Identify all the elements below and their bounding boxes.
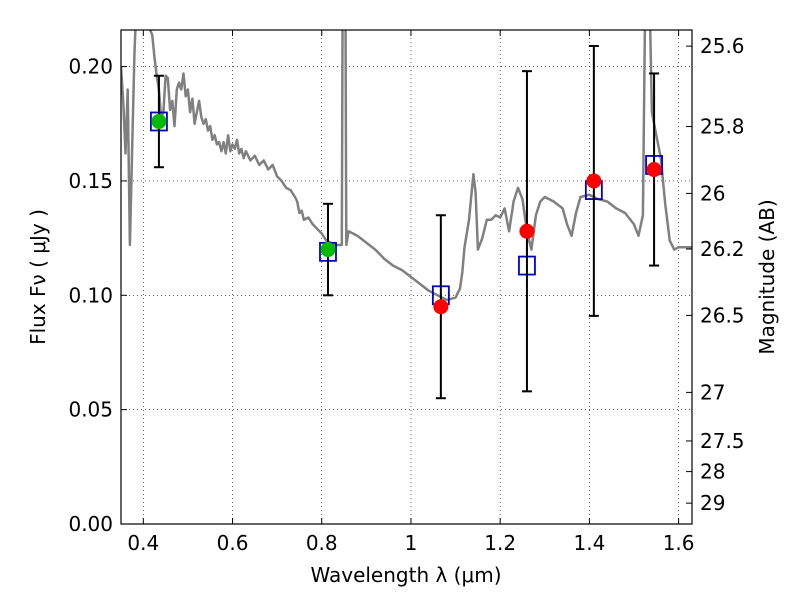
mag-tick-label: 29 (700, 491, 725, 515)
x-tick-label: 0.6 (217, 531, 249, 555)
mag-tick-label: 27.5 (700, 429, 745, 453)
grid-lines (121, 30, 692, 525)
mag-tick-label: 26.2 (700, 237, 745, 261)
y-tick-label: 0.05 (68, 398, 113, 422)
x-tick-label: 1.4 (573, 531, 605, 555)
mag-tick-label: 26 (700, 181, 725, 205)
plot-area (121, 30, 692, 400)
observed-point (646, 162, 662, 178)
y-tick-label: 0.15 (68, 169, 113, 193)
mag-tick-label: 25.6 (700, 34, 745, 58)
x-tick-label: 1.2 (484, 531, 516, 555)
mag-tick-label: 26.5 (700, 303, 745, 327)
y-axis-right-label: Magnitude (AB) (755, 199, 779, 354)
observed-point (433, 299, 449, 315)
x-tick-label: 0.4 (127, 531, 159, 555)
plot-frame (120, 29, 693, 525)
mag-tick-label: 28 (700, 460, 725, 484)
x-tick-label: 0.8 (306, 531, 338, 555)
mag-tick-label: 25.8 (700, 115, 745, 139)
y-tick-label: 0.20 (68, 55, 113, 79)
y-tick-label: 0.10 (68, 283, 113, 307)
x-tick-label: 1 (405, 531, 418, 555)
mag-tick-label: 27 (700, 380, 725, 404)
model-spectrum-line (121, 30, 692, 302)
observed-point (519, 223, 535, 239)
x-tick-label: 1.6 (663, 531, 695, 555)
observed-point (151, 113, 167, 129)
observed-point (586, 173, 602, 189)
observed-point (320, 242, 336, 258)
y-axis-label: Flux Fν ( μJy ) (26, 209, 50, 345)
y-tick-label: 0.00 (68, 512, 113, 536)
x-axis-label: Wavelength λ (μm) (310, 563, 501, 587)
axis-ticks: 0.4 0.6 0.8 1 1.2 1.4 1.6 0.00 0.05 0.10 0.15 0.20 2… (68, 30, 745, 555)
